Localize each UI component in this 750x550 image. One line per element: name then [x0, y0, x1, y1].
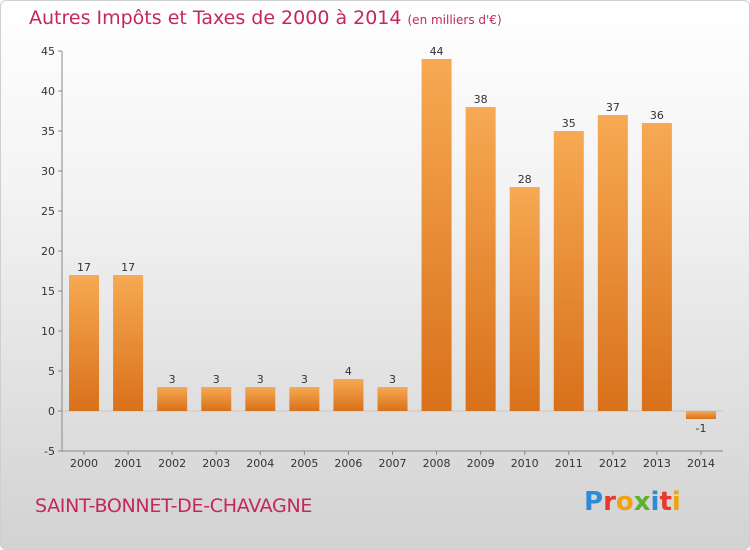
logo-letter: i [650, 487, 660, 517]
data-label-2007: 3 [389, 373, 396, 386]
x-tick-label: 2011 [555, 457, 583, 470]
chart-title: Autres Impôts et Taxes de 2000 à 2014 [29, 7, 402, 29]
y-tick-label: 45 [41, 45, 55, 58]
bar-2005 [289, 387, 320, 411]
logo-letter: t [659, 487, 672, 517]
data-label-2011: 35 [562, 117, 576, 130]
bar-2014 [685, 411, 716, 419]
logo-letter: o [615, 487, 634, 517]
x-tick-label: 2009 [467, 457, 495, 470]
chart-unit: (en milliers d'€) [407, 13, 502, 27]
y-tick-label: 25 [41, 205, 55, 218]
bar-2006 [333, 379, 364, 411]
bar-2009 [465, 107, 496, 411]
bar-2000 [69, 275, 100, 411]
y-tick-label: 5 [48, 365, 55, 378]
data-label-2009: 38 [474, 93, 488, 106]
logo-letter: i [671, 487, 681, 517]
y-tick-label: -5 [44, 445, 55, 458]
y-tick-label: 0 [48, 405, 55, 418]
bar-2007 [377, 387, 408, 411]
chart-bars [69, 59, 716, 419]
x-tick-label: 2001 [114, 457, 142, 470]
data-label-2003: 3 [213, 373, 220, 386]
data-label-2001: 17 [121, 261, 135, 274]
data-label-2010: 28 [518, 173, 532, 186]
y-tick-label: 35 [41, 125, 55, 138]
logo-letter: P [584, 487, 604, 517]
x-tick-label: 2013 [643, 457, 671, 470]
data-label-2014: -1 [695, 422, 706, 435]
data-label-2005: 3 [301, 373, 308, 386]
logo-letter: r [603, 487, 616, 517]
y-tick-label: 10 [41, 325, 55, 338]
data-label-2008: 44 [430, 45, 444, 58]
bar-2001 [113, 275, 144, 411]
data-label-2000: 17 [77, 261, 91, 274]
bar-2003 [201, 387, 232, 411]
bar-2004 [245, 387, 276, 411]
x-tick-label: 2005 [290, 457, 318, 470]
bar-2012 [597, 115, 628, 411]
x-tick-label: 2008 [423, 457, 451, 470]
x-tick-label: 2012 [599, 457, 627, 470]
y-tick-label: 15 [41, 285, 55, 298]
bar-2008 [421, 59, 452, 411]
x-tick-label: 2002 [158, 457, 186, 470]
logo-letter: x [633, 487, 651, 517]
data-label-2013: 36 [650, 109, 664, 122]
x-tick-label: 2004 [246, 457, 274, 470]
data-label-2012: 37 [606, 101, 620, 114]
bar-2010 [509, 187, 540, 411]
chart-labels: 2000 17 2001 17 2002 3 2003 3 2004 3 2005 3 2006 4 200… [70, 45, 715, 470]
data-label-2002: 3 [169, 373, 176, 386]
x-tick-label: 2003 [202, 457, 230, 470]
commune-name: SAINT-BONNET-DE-CHAVAGNE [35, 495, 313, 517]
x-tick-label: 2007 [379, 457, 407, 470]
y-tick-label: 20 [41, 245, 55, 258]
bar-2013 [641, 123, 672, 411]
x-tick-label: 2000 [70, 457, 98, 470]
bar-2011 [553, 131, 584, 411]
y-tick-label: 40 [41, 85, 55, 98]
x-tick-label: 2014 [687, 457, 715, 470]
x-tick-label: 2006 [334, 457, 362, 470]
y-tick-label: 30 [41, 165, 55, 178]
x-tick-label: 2010 [511, 457, 539, 470]
title-line: Autres Impôts et Taxes de 2000 à 2014 (en… [29, 7, 502, 29]
data-label-2006: 4 [345, 365, 352, 378]
data-label-2004: 3 [257, 373, 264, 386]
proxiti-logo[interactable]: Proxiti [584, 487, 681, 517]
bar-2002 [157, 387, 188, 411]
